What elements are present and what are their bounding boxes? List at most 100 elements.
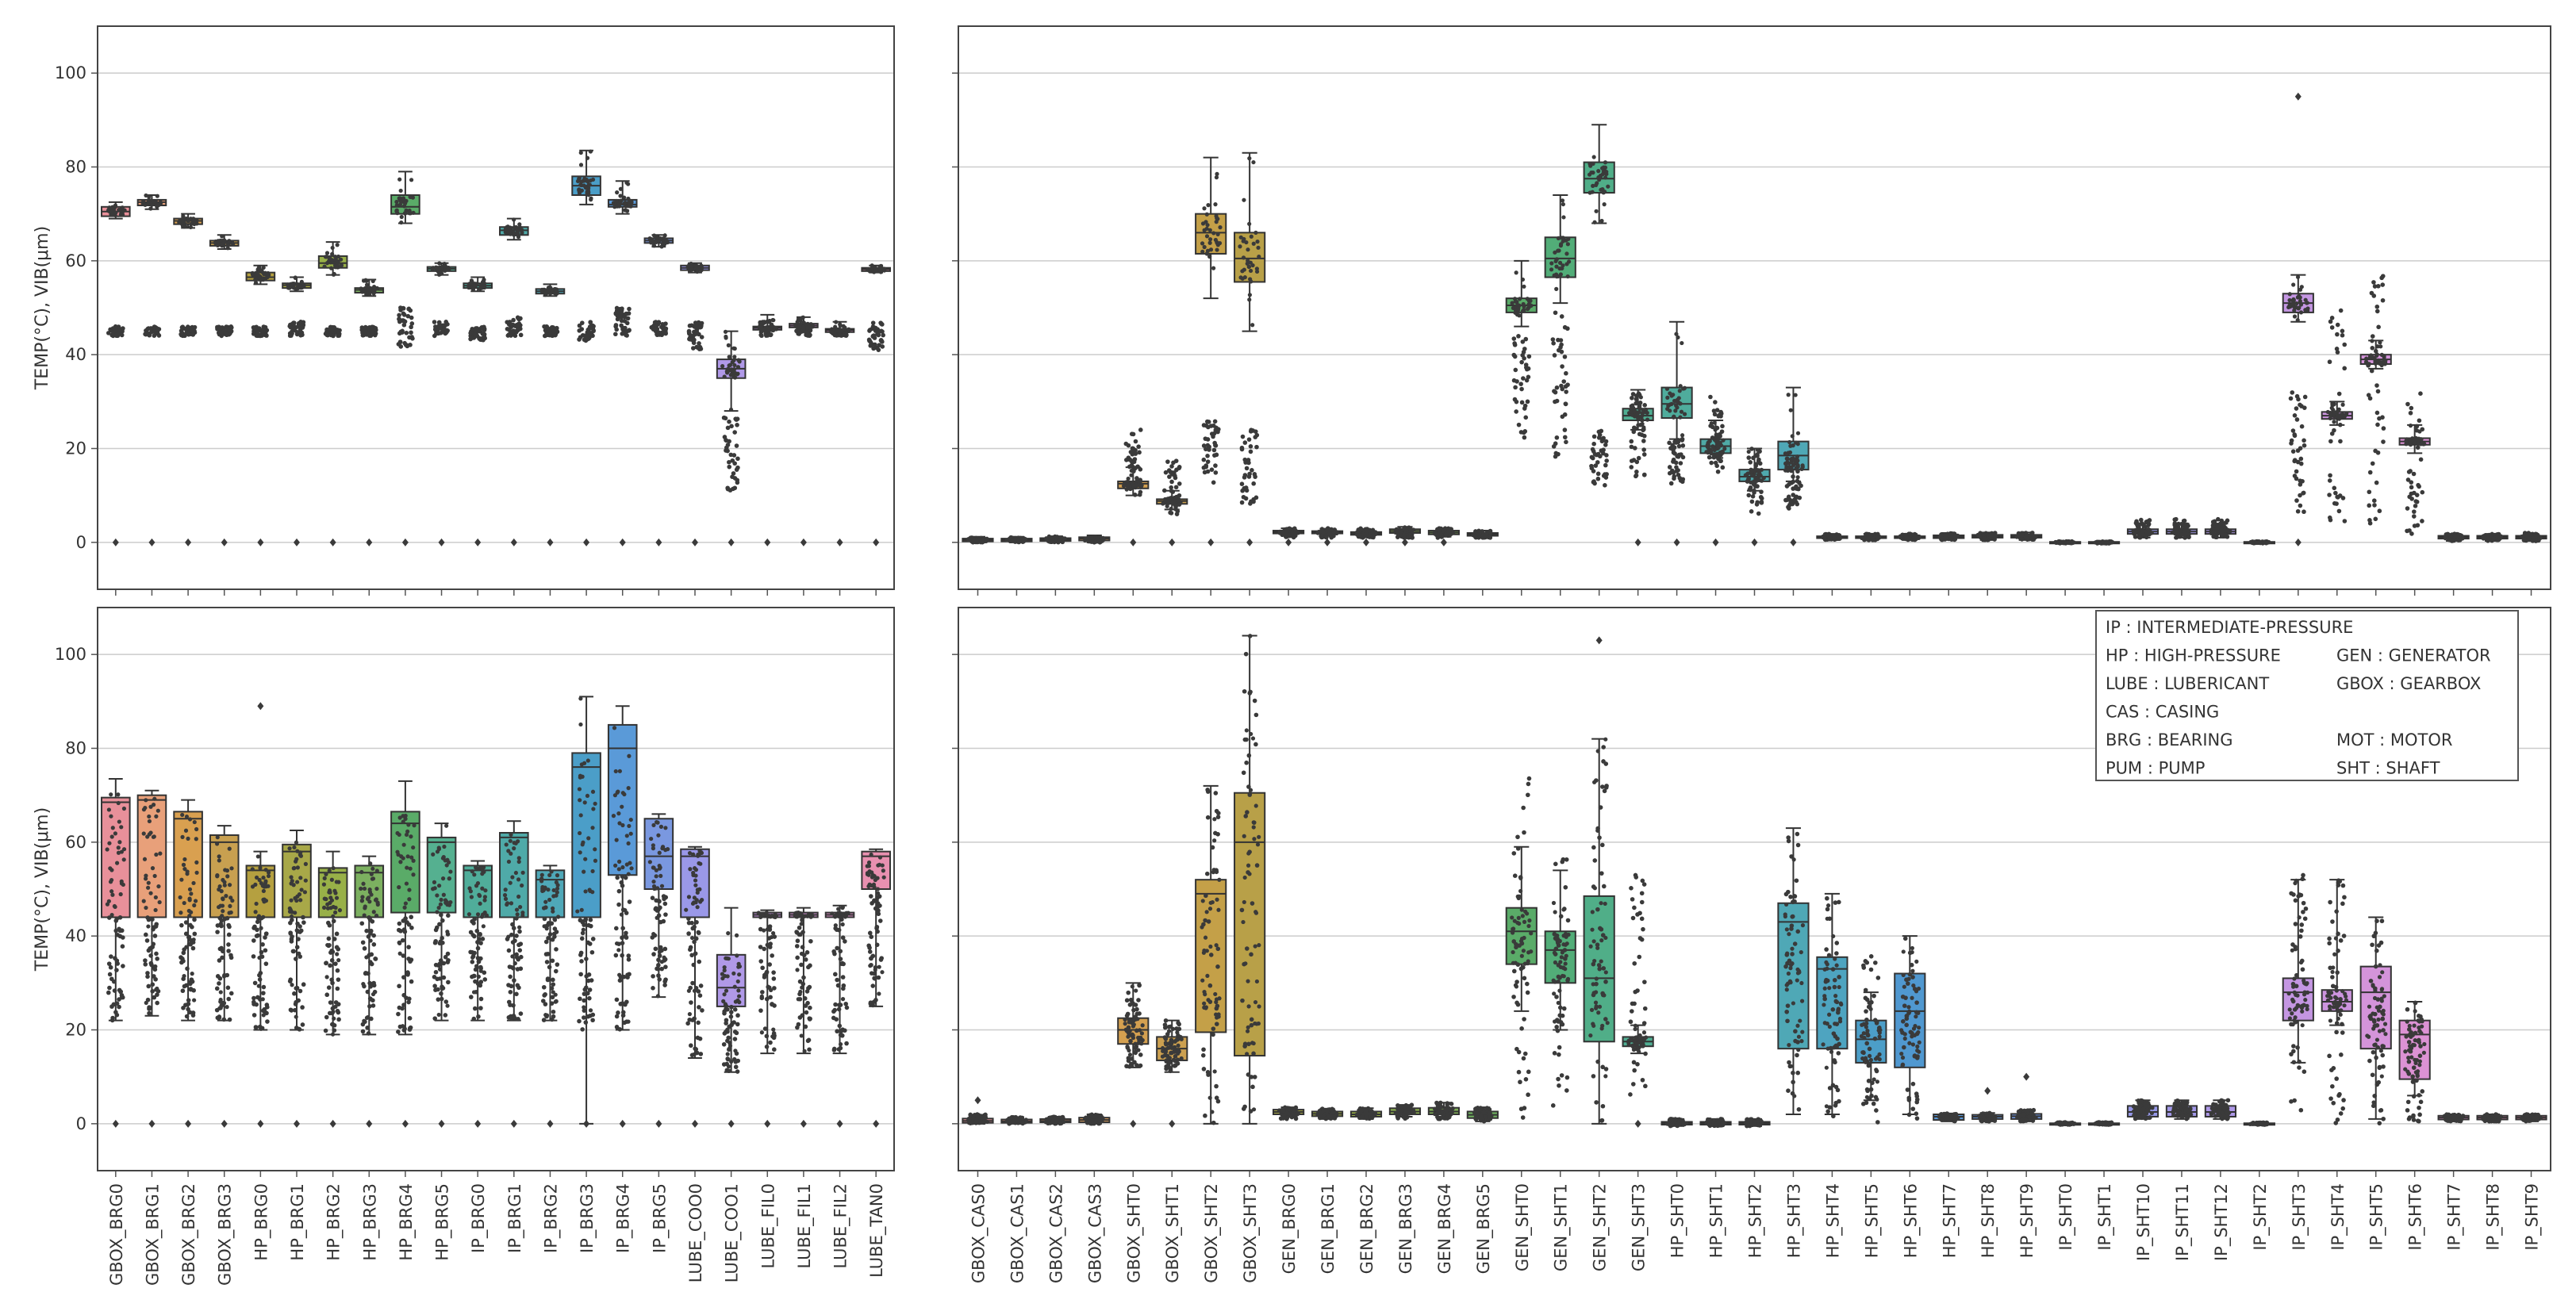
- strip-point: [580, 1027, 585, 1032]
- strip-point: [109, 976, 114, 982]
- strip-point: [766, 984, 771, 990]
- strip-point: [626, 196, 631, 201]
- strip-point: [325, 906, 331, 911]
- strip-point: [187, 887, 193, 891]
- strip-point: [1215, 217, 1220, 221]
- strip-point: [261, 875, 266, 880]
- strip-point: [651, 986, 655, 991]
- strip-point: [579, 327, 585, 332]
- strip-point: [1122, 481, 1127, 485]
- strip-point: [692, 895, 697, 900]
- strip-point: [189, 328, 194, 333]
- strip-point: [1239, 447, 1245, 452]
- strip-point: [108, 964, 113, 970]
- strip-point: [513, 225, 517, 231]
- strip-point: [105, 847, 109, 852]
- strip-point: [721, 999, 726, 1003]
- strip-point: [155, 808, 160, 813]
- strip-point: [762, 975, 767, 980]
- strip-point: [325, 332, 330, 338]
- strip-point: [1204, 212, 1209, 217]
- strip-point: [579, 762, 584, 767]
- strip-point: [109, 889, 114, 894]
- strip-point: [692, 924, 697, 930]
- strip-point: [228, 991, 234, 996]
- strip-point: [466, 912, 472, 917]
- strip-point: [289, 282, 294, 287]
- strip-point: [436, 270, 441, 274]
- strip-point: [613, 323, 619, 328]
- strip-point: [397, 312, 401, 318]
- outlier-marker: [1169, 538, 1176, 546]
- strip-point: [1242, 485, 1247, 491]
- strip-point: [1011, 538, 1015, 542]
- strip-point: [770, 1002, 774, 1006]
- strip-point: [838, 322, 843, 327]
- strip-point: [370, 278, 375, 283]
- strip-point: [764, 1033, 770, 1039]
- strip-point: [431, 852, 436, 857]
- box-ip_brg0: [463, 860, 493, 1128]
- strip-point: [437, 967, 443, 972]
- strip-point: [1170, 489, 1176, 494]
- strip-point: [1239, 481, 1245, 486]
- strip-point: [1213, 470, 1219, 475]
- box-gen_brg1: [1311, 526, 1344, 546]
- strip-point: [505, 902, 509, 907]
- strip-point: [435, 976, 440, 982]
- strip-point: [659, 948, 664, 953]
- strip-point: [145, 971, 150, 976]
- strip-point: [1248, 268, 1253, 274]
- strip-point: [1056, 539, 1061, 545]
- strip-point: [554, 999, 559, 1004]
- strip-point: [398, 305, 403, 310]
- strip-point: [541, 1018, 547, 1022]
- box-gen_brg0: [1272, 526, 1305, 546]
- strip-point: [397, 177, 402, 182]
- strip-point: [543, 991, 547, 997]
- strip-point: [1443, 532, 1449, 537]
- strip-point: [1238, 244, 1242, 249]
- strip-point: [298, 954, 303, 959]
- strip-point: [508, 990, 513, 995]
- strip-point: [1206, 420, 1211, 424]
- strip-point: [370, 328, 375, 332]
- strip-point: [653, 907, 658, 912]
- strip-point: [146, 924, 151, 929]
- x-tick-label: LUBE_TAN0: [867, 1183, 887, 1278]
- strip-point: [475, 945, 481, 951]
- strip-point: [803, 957, 808, 962]
- y-tick-label: 60: [65, 833, 86, 852]
- strip-point: [551, 888, 556, 893]
- strip-point: [263, 931, 269, 936]
- strip-point: [686, 920, 692, 926]
- strip-point: [481, 912, 486, 917]
- x-tick-label: GBOX_BRG2: [179, 1183, 199, 1286]
- strip-point: [482, 970, 487, 976]
- strip-point: [369, 872, 374, 876]
- strip-point: [624, 1019, 629, 1024]
- strip-point: [146, 948, 152, 953]
- x-tick-label: IP_BRG5: [650, 1183, 670, 1253]
- strip-point: [687, 1012, 692, 1017]
- strip-point: [506, 849, 511, 853]
- strip-point: [516, 985, 521, 991]
- strip-point: [362, 983, 367, 989]
- strip-point: [1138, 427, 1143, 432]
- strip-point: [108, 866, 113, 871]
- outlier-marker: [401, 538, 409, 546]
- strip-point: [1206, 203, 1211, 208]
- strip-point: [771, 976, 777, 981]
- strip-point: [397, 815, 402, 820]
- strip-point: [614, 1025, 620, 1029]
- strip-point: [1131, 481, 1135, 487]
- strip-point: [398, 188, 403, 194]
- strip-point: [726, 1035, 731, 1041]
- strip-point: [1248, 444, 1253, 449]
- box-hp_brg3: [354, 855, 385, 1128]
- strip-point: [875, 327, 880, 332]
- strip-point: [837, 911, 842, 916]
- strip-point: [588, 320, 593, 324]
- strip-point: [296, 283, 301, 289]
- strip-point: [406, 945, 411, 949]
